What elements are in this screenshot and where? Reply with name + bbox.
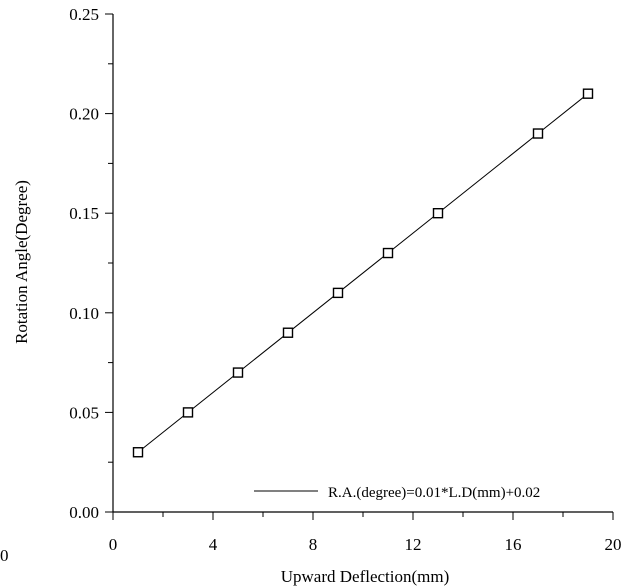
x-tick-label: 8 <box>309 535 318 554</box>
x-tick-label: 4 <box>209 535 218 554</box>
data-points <box>132 88 594 458</box>
x-tick-label: 16 <box>505 535 522 554</box>
tick-labels: 0 4 8 12 16 20 0.00 0.05 0.10 0.15 0.20 0.25 <box>69 5 621 554</box>
fit-line <box>137 93 589 453</box>
x-tick-label: 20 <box>605 535 622 554</box>
y-tick-label: 0.25 <box>69 5 99 24</box>
y-tick-label: 0.05 <box>69 403 99 422</box>
x-tick-label: 12 <box>405 535 422 554</box>
data-point-marker <box>432 207 444 219</box>
data-point-marker <box>532 128 544 139</box>
data-point-marker <box>282 327 294 338</box>
data-point-marker <box>332 287 344 299</box>
y-tick-label: 0.20 <box>69 105 99 124</box>
data-point-marker <box>232 367 244 378</box>
fit-line-group <box>137 93 589 453</box>
x-tick-label: 0 <box>109 535 118 554</box>
data-point-marker <box>182 407 194 418</box>
y-tick-label: 0.15 <box>69 204 99 223</box>
x-axis-title: Upward Deflection(mm) <box>281 567 450 586</box>
ticks <box>105 13 614 520</box>
legend: R.A.(degree)=0.01*L.D(mm)+0.02 <box>254 485 540 501</box>
data-point-marker <box>582 88 594 99</box>
data-point-marker <box>382 247 394 259</box>
data-point-marker <box>132 447 144 458</box>
axes <box>112 14 613 513</box>
y-tick-label: 0.00 <box>69 503 99 522</box>
stray-zero-label: 0 <box>0 546 9 565</box>
y-axis-title: Rotation Angle(Degree) <box>12 180 31 344</box>
legend-label: R.A.(degree)=0.01*L.D(mm)+0.02 <box>328 485 540 501</box>
y-tick-label: 0.10 <box>69 304 99 323</box>
